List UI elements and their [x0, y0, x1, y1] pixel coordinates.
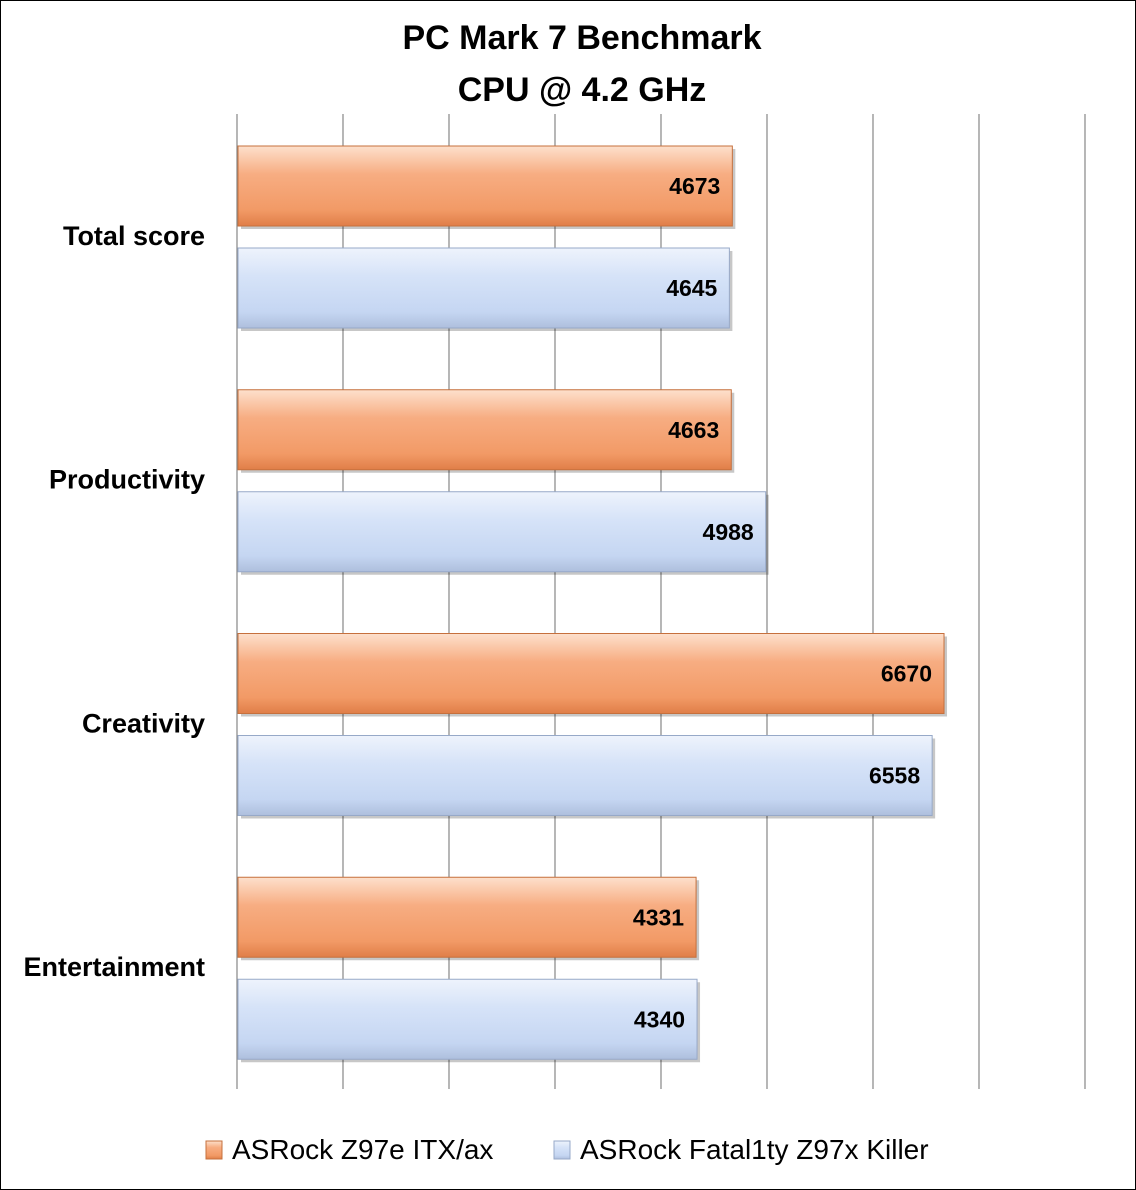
category-label: Total score — [63, 221, 205, 251]
category-label: Creativity — [82, 708, 205, 738]
data-label: 6558 — [869, 763, 920, 789]
legend-label-2: ASRock Fatal1ty Z97x Killer — [580, 1134, 929, 1165]
chart-title-line-2: CPU @ 4.2 GHz — [458, 71, 707, 109]
data-label: 4340 — [634, 1006, 685, 1032]
legend-swatch-2 — [553, 1140, 571, 1160]
category-label: Productivity — [49, 465, 205, 495]
bar-total-score-series-2 — [237, 247, 730, 329]
legend-swatch-1 — [205, 1140, 223, 1160]
data-label: 4663 — [668, 417, 719, 443]
chart-title-line-1: PC Mark 7 Benchmark — [402, 19, 761, 57]
legend-label-1: ASRock Z97e ITX/ax — [232, 1134, 493, 1165]
data-label: 4331 — [633, 904, 684, 930]
bar-entertainment-series-1 — [237, 876, 697, 958]
bar-total-score-series-1 — [237, 145, 733, 227]
bar-productivity-series-1 — [237, 389, 732, 471]
data-label: 4988 — [703, 519, 754, 545]
data-label: 6670 — [881, 661, 932, 687]
bar-creativity-series-1 — [237, 633, 945, 714]
bars: 4673 4645 4663 4988 6670 6558 4331 4340 — [237, 145, 948, 1063]
bar-productivity-series-2 — [237, 491, 767, 573]
data-label: 4673 — [669, 173, 720, 199]
chart-title: PC Mark 7 Benchmark CPU @ 4.2 GHz — [402, 19, 761, 109]
bar-creativity-series-2 — [237, 735, 933, 816]
legend: ASRock Z97e ITX/ax ASRock Fatal1ty Z97x K… — [205, 1134, 929, 1165]
category-labels: Total score Productivity Creativity Enterta… — [23, 221, 205, 982]
category-label: Entertainment — [23, 952, 205, 982]
bar-entertainment-series-2 — [237, 978, 698, 1060]
data-label: 4645 — [666, 275, 717, 301]
